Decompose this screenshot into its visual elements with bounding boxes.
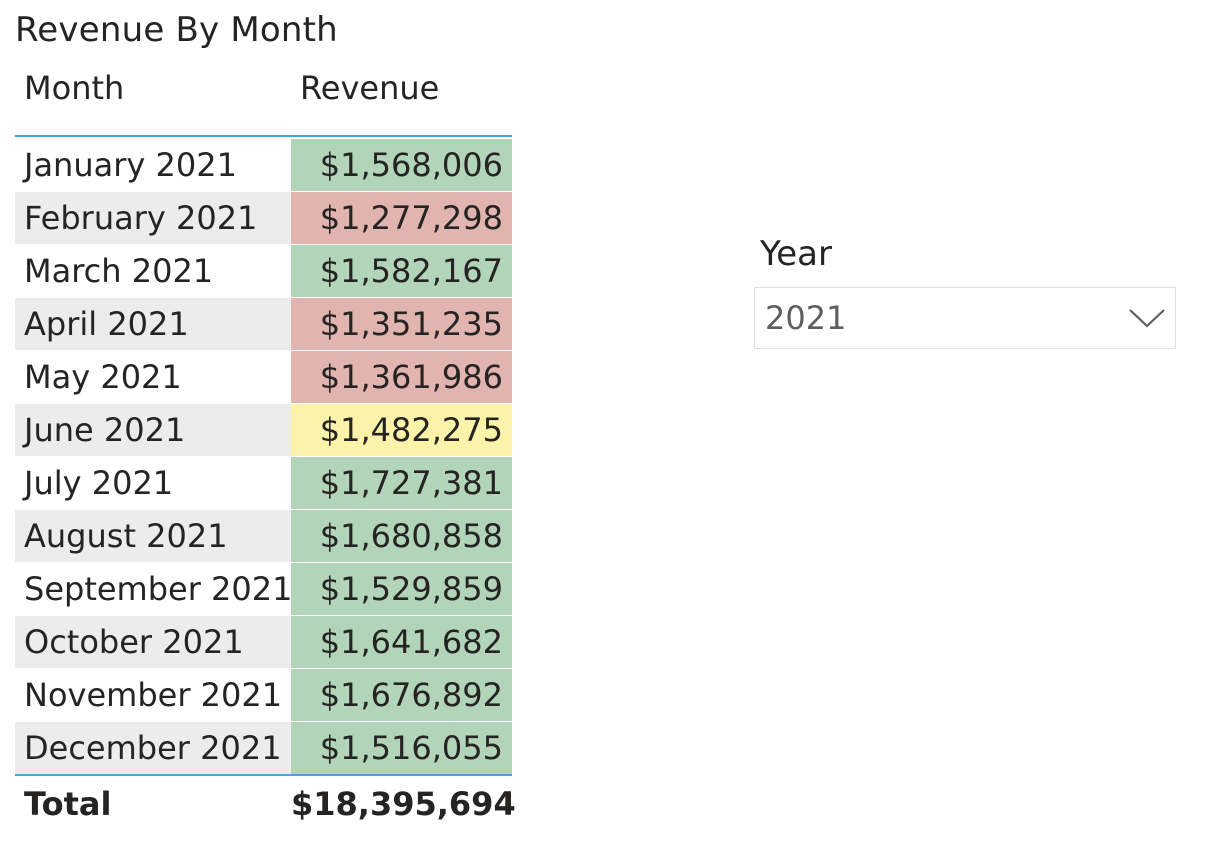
year-selected-value: 2021 bbox=[765, 299, 847, 337]
cell-month: November 2021 bbox=[15, 669, 291, 721]
matrix-body: January 2021 $1,568,006 February 2021 $1,27… bbox=[15, 139, 512, 774]
cell-revenue: $1,582,167 bbox=[291, 245, 512, 297]
year-dropdown[interactable]: 2021 bbox=[754, 287, 1176, 349]
total-row: Total $18,395,694 bbox=[15, 774, 516, 832]
cell-month: May 2021 bbox=[15, 351, 291, 403]
cell-revenue: $1,351,235 bbox=[291, 298, 512, 350]
cell-month: July 2021 bbox=[15, 457, 291, 509]
slicer-title: Year bbox=[760, 234, 832, 274]
cell-revenue: $1,568,006 bbox=[291, 139, 512, 191]
table-row[interactable]: May 2021 $1,361,986 bbox=[15, 351, 512, 403]
visual-title: Revenue By Month bbox=[15, 10, 338, 50]
table-row[interactable]: February 2021 $1,277,298 bbox=[15, 192, 512, 244]
revenue-matrix: Month Revenue January 2021 $1,568,006 Febr… bbox=[15, 64, 516, 832]
cell-revenue: $1,516,055 bbox=[291, 722, 512, 774]
column-header-month[interactable]: Month bbox=[24, 69, 125, 107]
cell-revenue: $1,529,859 bbox=[291, 563, 512, 615]
table-row[interactable]: August 2021 $1,680,858 bbox=[15, 510, 512, 562]
cell-month: September 2021 bbox=[15, 563, 291, 615]
cell-month: January 2021 bbox=[15, 139, 291, 191]
cell-month: April 2021 bbox=[15, 298, 291, 350]
table-row[interactable]: September 2021 $1,529,859 bbox=[15, 563, 512, 615]
cell-revenue: $1,277,298 bbox=[291, 192, 512, 244]
table-row[interactable]: July 2021 $1,727,381 bbox=[15, 457, 512, 509]
table-row[interactable]: December 2021 $1,516,055 bbox=[15, 722, 512, 774]
cell-revenue: $1,641,682 bbox=[291, 616, 512, 668]
column-header-revenue[interactable]: Revenue bbox=[300, 69, 440, 107]
table-row[interactable]: March 2021 $1,582,167 bbox=[15, 245, 512, 297]
cell-revenue: $1,680,858 bbox=[291, 510, 512, 562]
cell-month: March 2021 bbox=[15, 245, 291, 297]
cell-month: February 2021 bbox=[15, 192, 291, 244]
cell-month: June 2021 bbox=[15, 404, 291, 456]
cell-revenue: $1,482,275 bbox=[291, 404, 512, 456]
table-row[interactable]: June 2021 $1,482,275 bbox=[15, 404, 512, 456]
total-label: Total bbox=[24, 785, 112, 823]
total-value: $18,395,694 bbox=[291, 785, 516, 823]
cell-month: October 2021 bbox=[15, 616, 291, 668]
table-row[interactable]: April 2021 $1,351,235 bbox=[15, 298, 512, 350]
cell-month: August 2021 bbox=[15, 510, 291, 562]
cell-month: December 2021 bbox=[15, 722, 291, 774]
table-row[interactable]: November 2021 $1,676,892 bbox=[15, 669, 512, 721]
table-row[interactable]: January 2021 $1,568,006 bbox=[15, 139, 512, 191]
cell-revenue: $1,676,892 bbox=[291, 669, 512, 721]
table-row[interactable]: October 2021 $1,641,682 bbox=[15, 616, 512, 668]
chevron-down-icon bbox=[1129, 309, 1165, 328]
matrix-header-row: Month Revenue bbox=[15, 64, 512, 137]
cell-revenue: $1,361,986 bbox=[291, 351, 512, 403]
cell-revenue: $1,727,381 bbox=[291, 457, 512, 509]
